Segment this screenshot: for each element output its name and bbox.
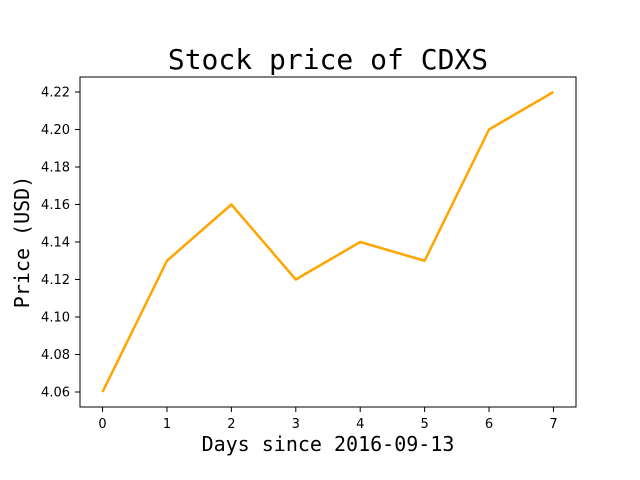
- series-line: [101, 90, 555, 393]
- x-tick-label: 6: [485, 417, 493, 432]
- y-tick-label: 4.16: [41, 198, 70, 213]
- chart-title: Stock price of CDXS: [168, 43, 488, 76]
- x-tick-label: 7: [549, 417, 557, 432]
- x-axis: 0 1 2 3 4 5 6 7: [98, 407, 558, 432]
- y-tick-label: 4.08: [41, 348, 70, 363]
- x-axis-label: Days since 2016-09-13: [202, 432, 455, 456]
- x-tick-label: 1: [163, 417, 171, 432]
- series-layer: [101, 90, 555, 393]
- plot-area-frame: [79, 76, 577, 408]
- y-tick-label: 4.14: [41, 236, 70, 251]
- y-axis-label: Price (USD): [10, 176, 34, 308]
- y-tick-label: 4.18: [41, 161, 70, 176]
- y-tick-label: 4.12: [41, 273, 70, 288]
- y-tick-label: 4.10: [41, 311, 70, 326]
- x-tick-label: 4: [356, 417, 364, 432]
- x-tick-label: 5: [420, 417, 428, 432]
- y-tick-label: 4.22: [41, 86, 70, 101]
- y-tick-label: 4.20: [41, 123, 70, 138]
- y-axis: 4.06 4.08 4.10 4.12 4.14 4.16 4.18 4.20 4.22: [41, 86, 80, 401]
- x-tick-label: 0: [98, 417, 106, 432]
- x-tick-label: 3: [292, 417, 300, 432]
- x-tick-label: 2: [227, 417, 235, 432]
- y-tick-label: 4.06: [41, 386, 70, 401]
